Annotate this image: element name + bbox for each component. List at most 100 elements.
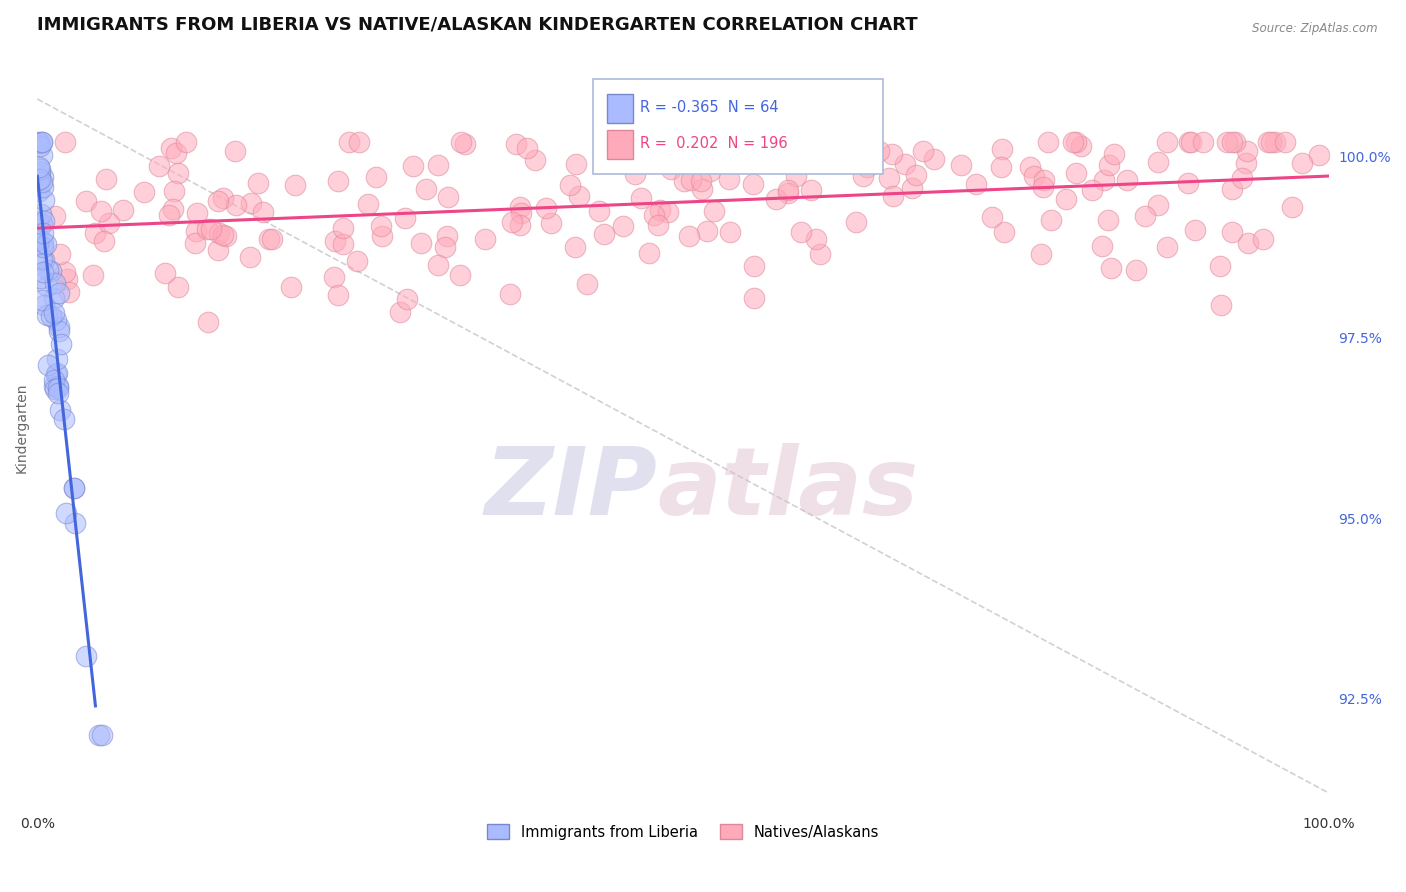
Point: [63, 481, 86, 495]
Point: [564, 240, 586, 254]
Point: [167, 280, 190, 294]
Point: [1184, 223, 1206, 237]
Point: [655, 136, 678, 150]
Point: [534, 201, 557, 215]
Point: [1209, 298, 1232, 312]
Point: [37, 262, 59, 277]
Point: [1220, 225, 1243, 239]
Point: [28, 136, 51, 150]
Point: [1031, 246, 1053, 260]
Point: [134, 185, 156, 199]
Point: [31, 136, 53, 150]
Point: [46, 385, 69, 400]
Point: [454, 137, 477, 152]
Point: [1291, 156, 1313, 170]
Point: [1220, 136, 1243, 150]
Point: [699, 164, 721, 178]
Point: [1257, 136, 1279, 150]
Point: [588, 203, 610, 218]
Point: [55, 506, 77, 520]
Point: [437, 190, 460, 204]
Point: [1115, 173, 1137, 187]
Point: [1264, 136, 1286, 150]
Point: [63, 516, 86, 530]
Point: [990, 142, 1012, 156]
Point: [659, 162, 682, 177]
Point: [27, 136, 49, 150]
Point: [965, 177, 987, 191]
Point: [195, 222, 218, 236]
Point: [157, 208, 180, 222]
Point: [90, 204, 112, 219]
Point: [1019, 160, 1042, 174]
Point: [630, 191, 652, 205]
Point: [207, 227, 229, 241]
Point: [643, 208, 665, 222]
Point: [434, 239, 457, 253]
Point: [394, 211, 416, 226]
Point: [89, 728, 111, 742]
Point: [246, 177, 269, 191]
Point: [31, 180, 53, 194]
Point: [564, 157, 586, 171]
Point: [1237, 236, 1260, 251]
Point: [34, 193, 56, 207]
Point: [1215, 136, 1237, 150]
Point: [45, 366, 67, 380]
Point: [48, 324, 70, 338]
Point: [90, 728, 112, 742]
Point: [415, 182, 437, 196]
Point: [894, 157, 917, 171]
Point: [53, 412, 76, 426]
Point: [1251, 232, 1274, 246]
Point: [322, 270, 344, 285]
Point: [637, 245, 659, 260]
Point: [1223, 136, 1246, 150]
Point: [44, 210, 66, 224]
Point: [1102, 147, 1125, 161]
Point: [184, 224, 207, 238]
Point: [703, 204, 725, 219]
Point: [882, 189, 904, 203]
Point: [868, 144, 890, 158]
Point: [32, 214, 55, 228]
Point: [34, 298, 56, 312]
Point: [576, 277, 599, 291]
Point: [48, 286, 70, 301]
Point: [45, 313, 67, 327]
Point: [690, 174, 713, 188]
Point: [53, 265, 76, 279]
Point: [1156, 240, 1178, 254]
Point: [30, 270, 52, 285]
Point: [1220, 181, 1243, 195]
Point: [349, 136, 371, 150]
Point: [474, 232, 496, 246]
Point: [49, 247, 72, 261]
Point: [35, 236, 58, 251]
Point: [31, 239, 53, 253]
Point: [284, 178, 307, 192]
Point: [366, 170, 388, 185]
Point: [1178, 136, 1201, 150]
Point: [225, 198, 247, 212]
Point: [112, 202, 135, 217]
Point: [30, 207, 52, 221]
Point: [162, 202, 184, 216]
Point: [776, 186, 799, 200]
Point: [785, 169, 807, 183]
Point: [1062, 136, 1084, 150]
Point: [427, 259, 450, 273]
Point: [509, 206, 531, 220]
Point: [31, 217, 53, 231]
Point: [207, 243, 229, 257]
Point: [44, 277, 66, 291]
Point: [1125, 263, 1147, 277]
Point: [449, 268, 471, 282]
Point: [53, 136, 76, 150]
Point: [240, 196, 263, 211]
Point: [647, 218, 669, 232]
Point: [44, 373, 66, 387]
Point: [711, 136, 734, 150]
Point: [37, 308, 59, 322]
Point: [1147, 155, 1170, 169]
